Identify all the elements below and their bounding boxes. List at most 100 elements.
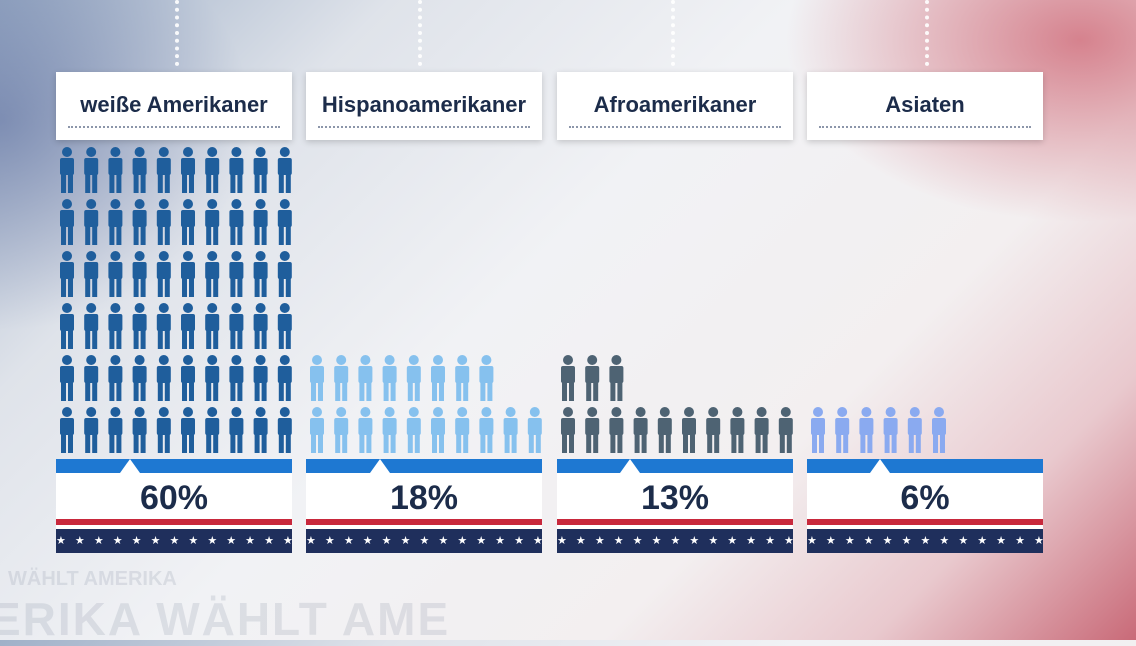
person-icon [730, 407, 745, 453]
person-icon [310, 407, 324, 453]
category-label: Afroamerikaner [593, 92, 757, 117]
person-icon [754, 407, 769, 453]
person-icon [382, 355, 397, 401]
star-stripe: ★ ★ ★ ★ ★ ★ ★ ★ ★ ★ ★ ★ ★ ★ ★ ★ [306, 529, 542, 553]
person-icon [859, 407, 874, 453]
label-divider [318, 126, 530, 128]
person-icon [205, 407, 220, 453]
person-icon [156, 355, 171, 401]
category-label-box: Afroamerikaner [557, 72, 793, 140]
person-icon [84, 199, 99, 245]
person-icon [132, 147, 147, 193]
person-icon [561, 355, 575, 401]
pointer-notch [870, 459, 890, 473]
person-icon [156, 407, 171, 453]
person-icon [253, 199, 268, 245]
label-divider [569, 126, 781, 128]
person-icon [253, 147, 268, 193]
person-icon [205, 251, 220, 297]
person-icon [334, 355, 349, 401]
pointer-notch [120, 459, 140, 473]
person-icon [334, 407, 349, 453]
value-bar-top [807, 459, 1043, 473]
person-icon [60, 251, 74, 297]
person-icon [132, 355, 147, 401]
star-stripe: ★ ★ ★ ★ ★ ★ ★ ★ ★ ★ ★ ★ ★ ★ ★ ★ [56, 529, 292, 553]
person-icon [479, 407, 494, 453]
person-icon [84, 147, 99, 193]
white-stripe [56, 525, 292, 529]
person-icon [205, 355, 220, 401]
person-icon [132, 199, 147, 245]
white-stripe [557, 525, 793, 529]
person-icon [181, 199, 195, 245]
dotted-connector [671, 0, 675, 66]
person-icon [60, 355, 74, 401]
person-icon [181, 355, 195, 401]
person-icon [706, 407, 721, 453]
red-stripe [807, 519, 1043, 525]
person-icon [229, 199, 244, 245]
person-icon [406, 355, 421, 401]
person-icon [609, 407, 624, 453]
person-icon [108, 199, 123, 245]
person-icon [479, 355, 494, 401]
dotted-connector [175, 0, 179, 66]
person-icon [431, 407, 445, 453]
dotted-connector [418, 0, 422, 66]
person-icon [585, 407, 600, 453]
person-icon [253, 407, 268, 453]
person-icon [657, 407, 672, 453]
person-icon [633, 407, 648, 453]
person-icon [156, 147, 171, 193]
red-stripe [306, 519, 542, 525]
white-stripe [306, 525, 542, 529]
person-icon [253, 303, 268, 349]
person-icon [108, 407, 123, 453]
person-icon [84, 355, 99, 401]
person-icon [156, 251, 171, 297]
category-label-box: Hispanoamerikaner [306, 72, 542, 140]
person-icon [229, 407, 244, 453]
person-icon [205, 199, 220, 245]
person-icon [277, 251, 292, 297]
person-icon [108, 303, 123, 349]
person-icon [60, 147, 74, 193]
person-icon [181, 303, 195, 349]
white-stripe [807, 525, 1043, 529]
person-icon [406, 407, 421, 453]
person-icon [382, 407, 397, 453]
person-icon [277, 303, 292, 349]
person-icon [181, 407, 195, 453]
person-icon [156, 199, 171, 245]
person-icon [358, 355, 373, 401]
category-label: weiße Amerikaner [80, 92, 268, 117]
person-icon [132, 407, 147, 453]
category-label-box: Asiaten [807, 72, 1043, 140]
person-icon [253, 355, 268, 401]
percentage-label: 60% [56, 473, 292, 519]
person-icon [181, 251, 195, 297]
star-stripe: ★ ★ ★ ★ ★ ★ ★ ★ ★ ★ ★ ★ ★ ★ ★ ★ [557, 529, 793, 553]
person-icon [778, 407, 793, 453]
percentage-label: 6% [807, 473, 1043, 519]
person-icon [527, 407, 542, 453]
person-icon [358, 407, 373, 453]
person-icon [108, 355, 123, 401]
person-icon [310, 355, 324, 401]
person-icon [229, 355, 244, 401]
person-icon [561, 407, 575, 453]
person-icon [181, 147, 195, 193]
red-stripe [557, 519, 793, 525]
percentage-label: 18% [306, 473, 542, 519]
watermark-large: ERIKA WÄHLT AME [0, 593, 451, 645]
person-icon [932, 407, 946, 453]
person-icon [132, 251, 147, 297]
category-label-box: weiße Amerikaner [56, 72, 292, 140]
person-icon [108, 147, 123, 193]
value-bar-top [56, 459, 292, 473]
pointer-notch [370, 459, 390, 473]
person-icon [253, 251, 268, 297]
